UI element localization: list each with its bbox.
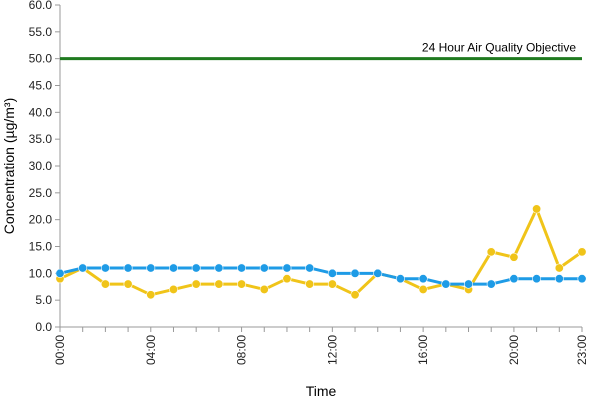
data-point <box>554 263 564 273</box>
data-point <box>214 263 224 273</box>
data-point <box>214 279 224 289</box>
series-2 <box>55 263 587 289</box>
objective-line-group: 24 Hour Air Quality Objective <box>60 41 582 61</box>
data-point <box>350 290 360 300</box>
y-tick-label: 25.0 <box>29 186 53 200</box>
y-tick-label: 10.0 <box>29 266 53 280</box>
data-point <box>464 279 474 289</box>
data-point <box>146 263 156 273</box>
y-tick-label: 45.0 <box>29 79 53 93</box>
series-layer <box>55 204 587 300</box>
x-tick-label: 12:00 <box>325 335 339 365</box>
data-point <box>191 263 201 273</box>
y-axis-title: Concentration (µg/m³) <box>1 98 17 234</box>
data-point <box>509 274 519 284</box>
y-tick-label: 60.0 <box>29 0 53 12</box>
data-point <box>100 263 110 273</box>
series-1 <box>55 204 587 300</box>
x-tick-label: 20:00 <box>507 335 521 365</box>
series-line <box>59 266 582 286</box>
y-ticks: 0.0 5.0 10.0 15.0 20.0 25.0 30.0 35.0 40.0 45.0 50… <box>29 0 60 334</box>
data-point <box>532 274 542 284</box>
x-tick-label: 08:00 <box>235 335 249 365</box>
x-tick-label: 04:00 <box>144 335 158 365</box>
x-tick-label: 16:00 <box>416 335 430 365</box>
data-point <box>418 284 428 294</box>
y-tick-label: 0.0 <box>35 320 52 334</box>
data-point <box>123 263 133 273</box>
data-point <box>532 204 542 214</box>
data-point <box>486 279 496 289</box>
objective-label: 24 Hour Air Quality Objective <box>422 41 576 55</box>
data-point <box>191 279 201 289</box>
data-point <box>168 284 178 294</box>
y-tick-label: 30.0 <box>29 159 53 173</box>
y-tick-label: 35.0 <box>29 132 53 146</box>
data-point <box>373 268 383 278</box>
y-tick-label: 20.0 <box>29 213 53 227</box>
data-point <box>237 279 247 289</box>
data-point <box>100 279 110 289</box>
data-point <box>78 263 88 273</box>
data-point <box>577 247 587 257</box>
data-point <box>486 247 496 257</box>
data-point <box>237 263 247 273</box>
data-point <box>123 279 133 289</box>
y-tick-label: 40.0 <box>29 105 53 119</box>
data-point <box>441 279 451 289</box>
data-point <box>55 268 65 278</box>
data-point <box>577 274 587 284</box>
y-tick-label: 55.0 <box>29 25 53 39</box>
y-tick-label: 50.0 <box>29 52 53 66</box>
data-point <box>282 263 292 273</box>
data-point <box>146 290 156 300</box>
data-point <box>305 263 315 273</box>
x-tick-label: 00:00 <box>53 335 67 365</box>
data-point <box>168 263 178 273</box>
x-axis-title: Time <box>306 383 337 399</box>
y-tick-label: 15.0 <box>29 240 53 254</box>
data-point <box>554 274 564 284</box>
data-point <box>259 263 269 273</box>
data-point <box>327 268 337 278</box>
data-point <box>509 252 519 262</box>
data-point <box>418 274 428 284</box>
x-tick-label: 23:00 <box>575 335 589 365</box>
data-point <box>305 279 315 289</box>
data-point <box>327 279 337 289</box>
data-point <box>395 274 405 284</box>
x-ticks: 00:00 04:00 08:00 12:00 16:00 20:00 23:00 <box>53 327 589 365</box>
data-point <box>282 274 292 284</box>
data-point <box>350 268 360 278</box>
data-point <box>259 284 269 294</box>
y-tick-label: 5.0 <box>35 293 52 307</box>
